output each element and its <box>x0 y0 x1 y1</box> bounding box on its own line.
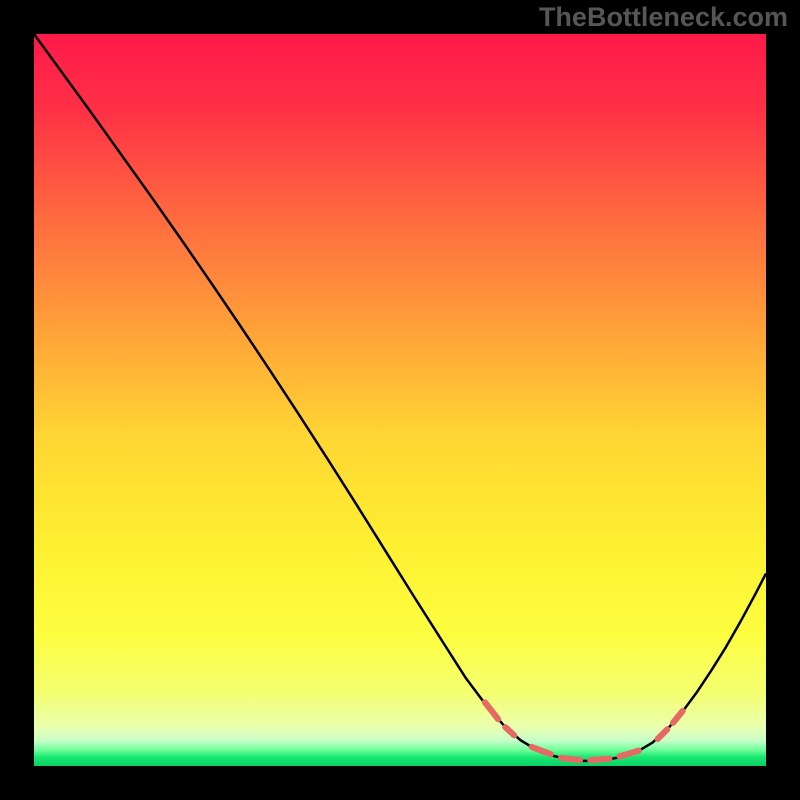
gradient-background <box>34 34 766 766</box>
watermark-text: TheBottleneck.com <box>539 2 788 33</box>
chart-svg <box>34 34 766 766</box>
chart-plot-area <box>34 34 766 766</box>
